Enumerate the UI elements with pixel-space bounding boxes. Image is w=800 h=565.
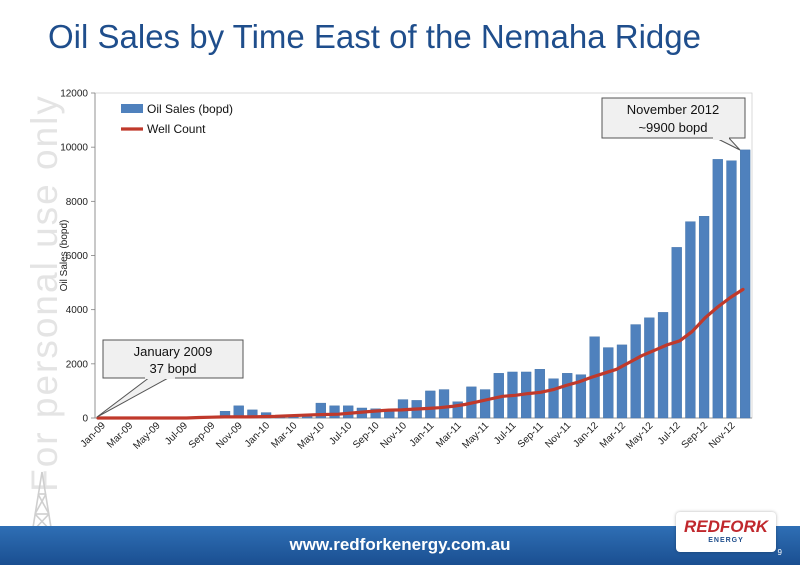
well-count-line	[96, 287, 745, 420]
y-tick-label: 2000	[66, 359, 89, 370]
legend-label-oil-sales: Oil Sales (bopd)	[147, 102, 233, 116]
logo-subtext: ENERGY	[708, 537, 744, 544]
page-number: 9	[777, 548, 782, 557]
bar-May-10	[315, 402, 326, 419]
callout-nov-2012-line2: ~9900 bopd	[638, 120, 707, 135]
bar-Feb-12	[603, 347, 614, 419]
x-tick-label: Nov-09	[214, 420, 245, 451]
bar-Dec-11	[575, 374, 587, 419]
x-tick-label: Mar-12	[598, 420, 628, 450]
callout-seam-nov-2012	[713, 136, 729, 140]
x-tick-label: May-10	[296, 420, 328, 452]
oil-sales-chart: 0 2000 4000 6000 8000 10000 12000 Oil Sales (bo…	[59, 89, 753, 452]
y-tick-label: 10000	[60, 143, 88, 154]
x-tick-label: Mar-09	[105, 420, 135, 450]
logo-text: REDFORK	[683, 517, 769, 536]
callout-seam-jan-2009	[145, 375, 175, 379]
x-tick-label: May-12	[624, 420, 656, 452]
x-tick-label: Jan-10	[243, 420, 273, 450]
redfork-logo: REDFORK ENERGY	[676, 512, 776, 552]
x-tick-label: Jan-12	[571, 420, 601, 450]
x-tick-label: May-09	[131, 420, 163, 452]
y-tick-label: 12000	[60, 89, 88, 100]
bar-Jun-12	[657, 312, 669, 419]
x-tick-label: Nov-10	[379, 420, 410, 451]
bar-May-11	[479, 389, 491, 419]
footer-url[interactable]: www.redforkenergy.com.au	[289, 535, 511, 554]
bar-Apr-12	[630, 324, 641, 419]
x-tick-label: Sep-11	[516, 420, 546, 450]
x-tick-label: Mar-10	[269, 420, 299, 450]
bar-47	[740, 149, 751, 419]
x-tick-label: Nov-11	[543, 420, 573, 450]
bar-Jun-10	[329, 405, 340, 419]
bar-Nov-12	[726, 160, 737, 419]
bar-Aug-12	[685, 221, 696, 419]
x-tick-label: Sep-10	[351, 420, 382, 451]
x-tick-label: Mar-11	[434, 420, 464, 450]
legend-swatch-oil-sales	[121, 104, 143, 113]
x-tick-label: Sep-12	[680, 420, 711, 451]
x-tick-label: Sep-09	[187, 420, 218, 451]
callout-jan-2009-line2: 37 bopd	[150, 361, 197, 376]
x-tick-label: May-11	[460, 420, 491, 451]
y-tick-label: 8000	[66, 197, 89, 208]
y-axis-title: Oil Sales (bopd)	[59, 220, 70, 292]
callout-box-nov-2012	[601, 97, 746, 139]
slide-title: Oil Sales by Time East of the Nemaha Rid…	[48, 18, 701, 55]
callout-jan-2009-line1: January 2009	[134, 344, 213, 359]
x-tick-label: Nov-12	[707, 420, 738, 451]
footer-bar: www.redforkenergy.com.au 9	[0, 526, 800, 565]
bar-Sep-10	[370, 408, 381, 419]
bar-Feb-11	[438, 389, 450, 419]
bar-Oct-11	[548, 378, 559, 419]
y-tick-label: 6000	[66, 251, 89, 262]
bar-Nov-11	[562, 373, 573, 419]
bar-Oct-12	[712, 159, 723, 419]
y-tick-label: 0	[82, 414, 88, 425]
bar-Jan-11	[425, 390, 436, 419]
bar-May-12	[644, 317, 655, 419]
x-tick-label: Jan-11	[408, 420, 437, 449]
bar-Mar-11	[452, 401, 463, 419]
callout-nov-2012-line1: November 2012	[627, 102, 720, 117]
legend-label-well-count: Well Count	[147, 122, 206, 136]
bar-Mar-12	[616, 344, 628, 419]
y-tick-label: 4000	[66, 305, 89, 316]
bar-Jul-12	[671, 247, 682, 419]
